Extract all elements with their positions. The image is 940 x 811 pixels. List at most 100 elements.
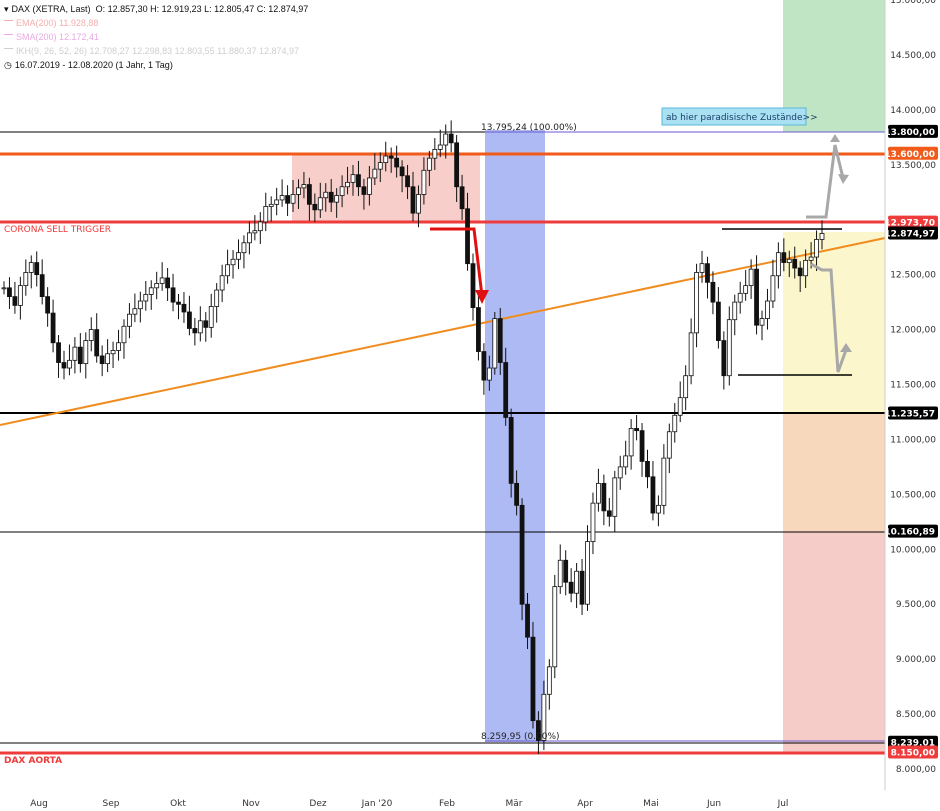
candle-body: [808, 256, 814, 261]
candle: [797, 261, 803, 293]
candle: [154, 271, 160, 300]
candle: [170, 273, 176, 312]
legend-range: ◷ 16.07.2019 - 12.08.2020 (1 Jahr, 1 Tag): [4, 60, 173, 70]
candle-body: [99, 355, 105, 365]
candle-body: [770, 275, 776, 302]
candle-body: [514, 482, 520, 506]
range-lines: [722, 228, 852, 376]
candle: [470, 253, 476, 321]
candle: [596, 468, 601, 512]
y-tick-label: 9.000,00: [896, 655, 936, 665]
candle: [105, 339, 111, 373]
candle: [176, 293, 181, 320]
candle: [137, 291, 143, 323]
candle-body: [666, 431, 672, 459]
x-tick-label: Jan '20: [361, 799, 393, 809]
candle: [285, 185, 290, 216]
candle: [492, 311, 498, 375]
candle-body: [448, 133, 454, 144]
candle-body: [465, 208, 470, 265]
candle: [187, 295, 192, 336]
candle-body: [187, 311, 192, 329]
y-tick-label: 13.500,00: [890, 161, 936, 171]
candle-body: [394, 157, 400, 168]
legend-ikh[interactable]: IKH(9, 26, 52, 26) 12.708,27 12.298,83 1…: [4, 44, 308, 58]
candle-body: [350, 174, 356, 183]
candle: [623, 440, 629, 475]
candle: [361, 178, 367, 210]
candle: [699, 250, 705, 283]
y-tick-label: 11.500,00: [890, 381, 936, 391]
candle: [388, 147, 394, 173]
candle: [666, 423, 672, 474]
candle: [192, 318, 198, 346]
candle: [339, 175, 345, 208]
candle-body: [726, 319, 732, 377]
candle-body: [225, 264, 230, 277]
candle-body: [775, 252, 781, 277]
candle-body: [699, 263, 705, 273]
candle-body: [677, 397, 683, 416]
candle-body: [792, 258, 798, 269]
candle: [503, 347, 509, 426]
candle: [743, 270, 749, 301]
candle: [394, 145, 400, 178]
clock-icon: ◷: [4, 60, 12, 70]
candle-body: [656, 504, 661, 514]
candle: [781, 238, 787, 272]
candle-body: [94, 329, 100, 357]
candle-body: [405, 175, 410, 188]
candle: [748, 259, 754, 299]
candle-body: [17, 285, 23, 306]
price-tag-label: 12.874,97: [884, 229, 935, 239]
candle: [236, 239, 241, 270]
collapse-icon[interactable]: ▾: [4, 4, 9, 14]
candle: [301, 171, 307, 199]
candle: [639, 423, 645, 477]
legend-sma[interactable]: SMA(200) 12.172,41: [4, 30, 308, 44]
candle: [317, 182, 323, 218]
candle: [497, 307, 503, 375]
candle: [214, 283, 220, 323]
candle-body: [148, 287, 154, 295]
scenario-arrows: [806, 134, 852, 373]
candle-body: [437, 144, 443, 150]
candle: [230, 250, 236, 279]
candle: [617, 455, 623, 490]
candle: [94, 313, 100, 363]
legend-ema[interactable]: EMA(200) 11.928,88: [4, 16, 308, 30]
x-tick-label: Mai: [643, 799, 659, 809]
candle: [486, 355, 492, 391]
candle: [694, 263, 699, 348]
candle-body: [121, 325, 127, 344]
y-tick-label: 9.500,00: [896, 600, 936, 610]
candle-body: [285, 195, 290, 204]
candle-body: [356, 174, 361, 188]
candle-body: [263, 206, 269, 223]
candle-body: [814, 239, 819, 258]
candle: [121, 319, 127, 359]
price-tag-label: 11.235,57: [884, 410, 935, 420]
candle: [732, 294, 738, 336]
candle: [28, 255, 34, 289]
candle: [165, 268, 171, 302]
candle-body: [683, 375, 689, 399]
candle-body: [323, 191, 329, 199]
candle-body: [12, 296, 18, 306]
candle-body: [214, 289, 220, 307]
y-axis: 8.000,00 8.500,00 9.000,00 9.500,00 10.000,0…: [884, 0, 936, 790]
candle: [148, 280, 154, 310]
candle-body: [459, 186, 465, 210]
x-tick-label: Okt: [170, 799, 186, 809]
candle: [819, 220, 825, 250]
x-axis: Aug Sep Okt Nov Dez Jan '20 Feb Mär Apr Mai Jun Jul: [30, 799, 788, 809]
y-tick-label: 14.500,00: [890, 51, 936, 61]
candle-body: [606, 510, 612, 517]
candle-body: [372, 168, 378, 179]
candle: [426, 150, 432, 187]
candle: [61, 350, 67, 380]
candle: [197, 306, 203, 342]
candle: [775, 242, 781, 289]
candle-body: [552, 586, 558, 668]
